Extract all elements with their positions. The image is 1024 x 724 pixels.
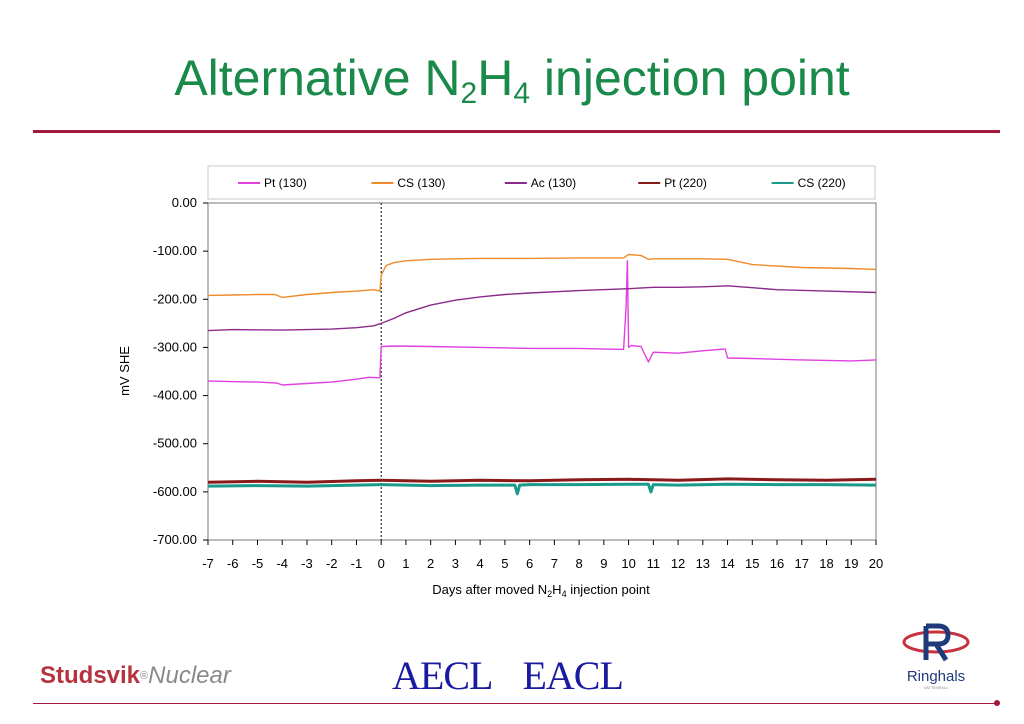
aecl-text: AECL	[392, 653, 493, 698]
x-tick-label: 6	[526, 556, 533, 571]
title-divider	[33, 130, 1000, 133]
x-tick-label: 1	[402, 556, 409, 571]
footer-divider	[33, 703, 1000, 704]
x-tick-label: 14	[720, 556, 734, 571]
x-tick-label: 4	[477, 556, 484, 571]
ringhals-logo: Ringhals VATTENFALL	[902, 623, 970, 690]
footer-dot	[994, 700, 1000, 706]
plot-frame	[207, 202, 877, 541]
y-tick-label: -600.00	[153, 484, 197, 499]
x-tick-label: -5	[252, 556, 264, 571]
slide-title: Alternative N2H4 injection point	[0, 48, 1024, 110]
x-tick-label: 16	[770, 556, 784, 571]
x-tick-label: -6	[227, 556, 239, 571]
nuclear-logo-text: Nuclear	[148, 662, 231, 689]
x-tick-label: 17	[795, 556, 809, 571]
legend-entry: Pt (130)	[264, 176, 307, 190]
legend-entry: Ac (130)	[531, 176, 576, 190]
title-text-end: injection point	[530, 50, 850, 106]
y-tick-label: -700.00	[153, 532, 197, 547]
x-tick-label: 9	[600, 556, 607, 571]
title-subscript-2: 2	[460, 77, 478, 110]
legend-box	[207, 165, 876, 200]
x-tick-label: 3	[452, 556, 459, 571]
y-tick-label: -300.00	[153, 339, 197, 354]
legend: Pt (130) CS (130) Ac (130) Pt (220) CS (220)	[207, 165, 876, 200]
aecl-eacl-logo: AECL EACL	[392, 652, 653, 699]
x-tick-label: 13	[696, 556, 710, 571]
studsvik-nuclear-logo: Studsvik®Nuclear	[40, 661, 231, 691]
y-axis-label: mV SHE	[117, 346, 132, 396]
x-tick-label: 2	[427, 556, 434, 571]
y-tick-label: -100.00	[153, 243, 197, 258]
title-subscript-4: 4	[513, 77, 531, 110]
ringhals-text: Ringhals	[907, 668, 965, 685]
series-line-4	[207, 477, 877, 484]
y-tick-label: -500.00	[153, 436, 197, 451]
y-tick-label: -400.00	[153, 388, 197, 403]
ringhals-logo-ring	[902, 630, 970, 654]
x-tick-label: 7	[551, 556, 558, 571]
x-tick-label: -7	[202, 556, 214, 571]
series-line-1	[207, 260, 877, 386]
y-tick-label: 0.00	[172, 195, 197, 210]
series-line-5	[207, 482, 877, 496]
title-text-h: H	[477, 50, 514, 106]
x-axis-label: Days after moved N2H4 injection point	[432, 582, 650, 599]
series-line-2	[207, 253, 877, 299]
x-tick-label: 19	[844, 556, 858, 571]
x-tick-label: 18	[819, 556, 833, 571]
x-tick-label: 8	[575, 556, 582, 571]
ringhals-subtext: VATTENFALL	[924, 685, 949, 690]
series-line-3	[207, 285, 877, 332]
legend-entry: CS (220)	[798, 176, 846, 190]
x-tick-label: 20	[869, 556, 883, 571]
legend-entry: CS (130)	[397, 176, 445, 190]
title-text-main: Alternative N	[174, 50, 461, 106]
x-tick-label: 10	[621, 556, 635, 571]
x-tick-label: -1	[351, 556, 363, 571]
x-tick-label: 0	[378, 556, 385, 571]
x-tick-label: 5	[501, 556, 508, 571]
registered-mark: ®	[140, 670, 149, 682]
studsvik-logo-text: Studsvik	[40, 662, 141, 689]
x-tick-label: 15	[745, 556, 759, 571]
legend-entry: Pt (220)	[664, 176, 707, 190]
x-tick-label: -2	[326, 556, 338, 571]
eacl-text: EACL	[522, 653, 623, 698]
x-tick-label: -4	[276, 556, 288, 571]
y-tick-label: -200.00	[153, 291, 197, 306]
x-tick-label: 12	[671, 556, 685, 571]
x-tick-label: -3	[301, 556, 313, 571]
x-tick-label: 11	[647, 556, 661, 571]
ringhals-r-mark	[923, 623, 951, 662]
